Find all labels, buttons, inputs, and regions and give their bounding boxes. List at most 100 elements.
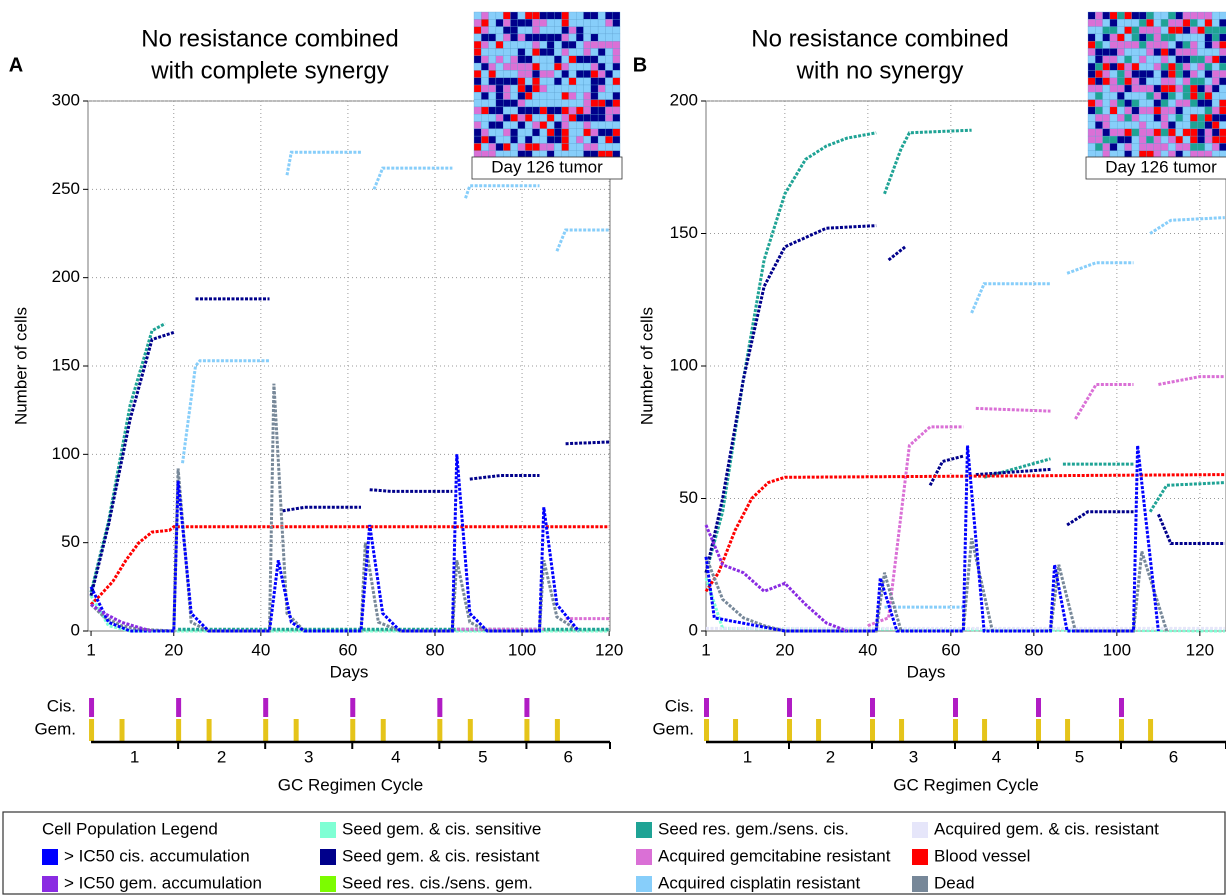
inset-cell bbox=[561, 77, 570, 86]
legend-label: Seed res. cis./sens. gem. bbox=[342, 873, 533, 892]
inset-cell bbox=[495, 77, 504, 86]
inset-cell bbox=[1153, 48, 1162, 56]
inset-cell bbox=[1197, 55, 1205, 64]
inset-cell bbox=[524, 19, 533, 27]
inset-cell bbox=[1153, 143, 1162, 151]
cis-dose bbox=[524, 698, 530, 717]
inset-cell bbox=[605, 19, 613, 27]
inset-cell bbox=[503, 128, 511, 137]
inset-cell bbox=[583, 33, 591, 42]
inset-cell bbox=[590, 92, 599, 100]
inset-cell bbox=[488, 19, 497, 27]
inset-cell bbox=[1109, 77, 1118, 86]
inset-cell bbox=[1153, 19, 1162, 27]
inset-cell bbox=[495, 19, 504, 27]
inset-cell bbox=[1131, 135, 1140, 144]
inset-cell bbox=[590, 70, 599, 78]
inset-cell bbox=[1087, 121, 1096, 129]
inset-cell bbox=[510, 106, 518, 115]
inset-cell bbox=[1211, 114, 1220, 122]
inset-cell bbox=[532, 99, 540, 108]
series-line bbox=[89, 297, 610, 597]
inset-cell bbox=[503, 135, 511, 144]
inset-cell bbox=[1109, 114, 1118, 122]
inset-cell bbox=[539, 33, 548, 42]
inset-cell bbox=[1146, 26, 1154, 35]
inset-cell bbox=[568, 70, 577, 78]
inset-cell bbox=[612, 33, 621, 42]
inset-cell bbox=[473, 128, 482, 137]
inset-cell bbox=[597, 92, 606, 100]
inset-cell bbox=[597, 135, 606, 144]
legend-box bbox=[2, 811, 1226, 895]
inset-cell bbox=[1197, 135, 1205, 144]
y-tick-label: 0 bbox=[689, 620, 698, 639]
inset-cell bbox=[1153, 92, 1162, 100]
inset-cell bbox=[503, 114, 511, 122]
inset-cell bbox=[554, 70, 562, 78]
inset-cell bbox=[1219, 84, 1226, 93]
inset-cell bbox=[1168, 55, 1176, 64]
inset-cell bbox=[1182, 19, 1191, 27]
inset-cell bbox=[1197, 106, 1205, 115]
inset-cell bbox=[546, 121, 555, 129]
inset-cell bbox=[1182, 26, 1191, 35]
inset-cell bbox=[1204, 128, 1213, 137]
inset-cell bbox=[1146, 135, 1154, 144]
inset-cell bbox=[517, 99, 526, 108]
inset-cell bbox=[576, 26, 584, 35]
inset-cell bbox=[1102, 41, 1111, 49]
series-line bbox=[704, 577, 1225, 633]
inset-cell bbox=[1102, 143, 1111, 151]
inset-cell bbox=[1146, 33, 1154, 42]
inset-cell bbox=[1117, 128, 1125, 137]
inset-cell bbox=[576, 62, 584, 71]
cycle-label: 3 bbox=[909, 747, 918, 766]
inset-cell bbox=[568, 33, 577, 42]
inset-cell bbox=[1102, 55, 1111, 64]
inset-cell bbox=[1219, 106, 1226, 115]
inset-cell bbox=[1219, 26, 1226, 35]
inset-cell bbox=[495, 114, 504, 122]
inset-cell bbox=[1160, 55, 1169, 64]
x-tick-label: 100 bbox=[1103, 640, 1131, 659]
y-axis-label: Number of cells bbox=[637, 307, 656, 425]
inset-cell bbox=[539, 114, 548, 122]
inset-cell bbox=[503, 92, 511, 100]
legend-label: Acquired cisplatin resistant bbox=[658, 873, 860, 892]
inset-cell bbox=[510, 19, 518, 27]
inset-cell bbox=[1190, 48, 1198, 56]
y-tick-label: 0 bbox=[71, 620, 80, 639]
inset-cell bbox=[532, 106, 540, 115]
inset-cell bbox=[1160, 62, 1169, 71]
inset-cell bbox=[1102, 128, 1111, 137]
inset-cell bbox=[1117, 121, 1125, 129]
inset-cell bbox=[554, 143, 562, 151]
inset-cell bbox=[546, 26, 555, 35]
inset-cell bbox=[510, 121, 518, 129]
inset-cell bbox=[583, 41, 591, 49]
inset-cell bbox=[590, 99, 599, 108]
legend-swatch bbox=[42, 849, 58, 865]
inset-cell bbox=[1197, 77, 1205, 86]
inset-cell bbox=[1124, 11, 1132, 20]
gem-dose bbox=[524, 719, 530, 741]
legend-swatch bbox=[636, 822, 652, 838]
inset-cell bbox=[1197, 33, 1205, 42]
inset-cell bbox=[546, 55, 555, 64]
y-tick-label: 150 bbox=[670, 223, 698, 242]
inset-cell bbox=[1160, 33, 1169, 42]
inset-cell bbox=[1138, 106, 1147, 115]
inset-cell bbox=[1124, 143, 1132, 151]
inset-cell bbox=[1175, 128, 1184, 137]
inset-cell bbox=[1109, 135, 1118, 144]
inset-cell bbox=[539, 106, 548, 115]
inset-cell bbox=[568, 92, 577, 100]
inset-cell bbox=[554, 128, 562, 137]
inset-cell bbox=[590, 26, 599, 35]
inset-cell bbox=[510, 114, 518, 122]
inset-cell bbox=[1190, 143, 1198, 151]
inset-cell bbox=[539, 19, 548, 27]
inset-cell bbox=[583, 128, 591, 137]
inset-cell bbox=[1175, 19, 1184, 27]
